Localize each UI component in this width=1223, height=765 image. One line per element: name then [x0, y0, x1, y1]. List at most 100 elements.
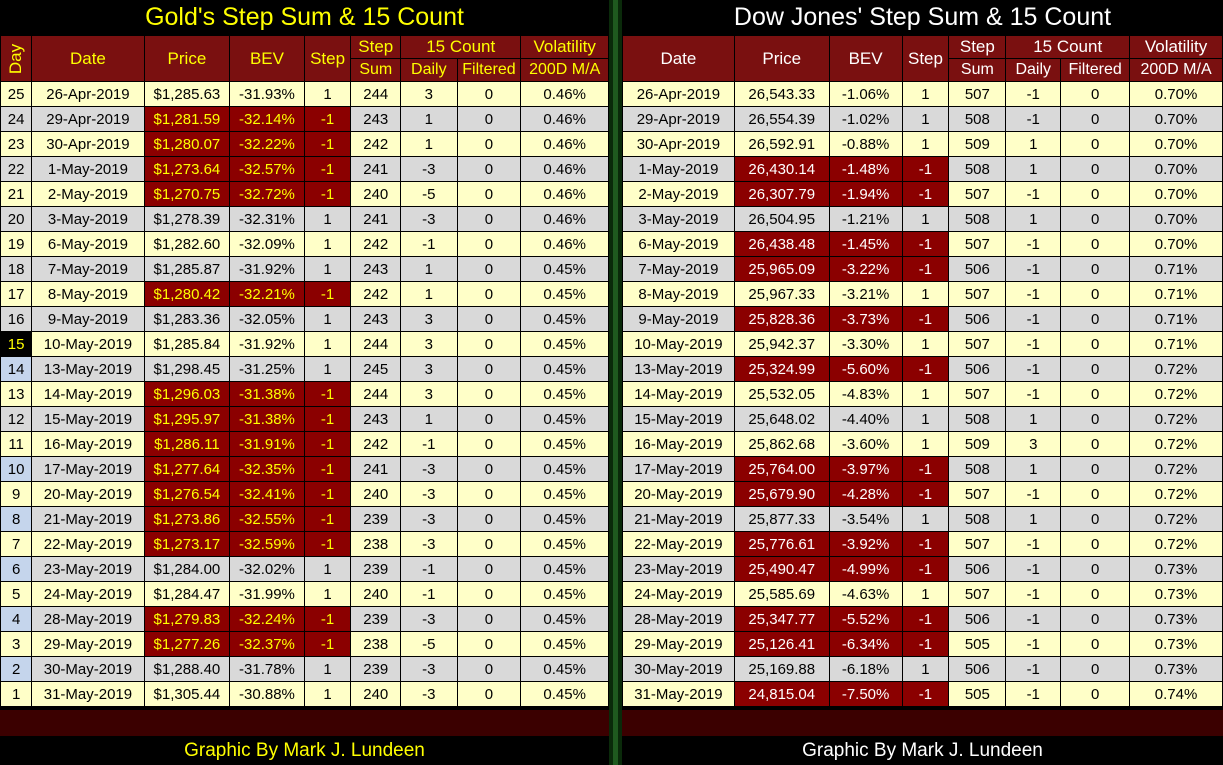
day-cell: 4 [0, 606, 33, 632]
step-sum-cell: 240 [350, 581, 402, 607]
volatility-cell: 0.45% [520, 306, 609, 332]
filtered-cell: 0 [1060, 306, 1131, 332]
step-sum-cell: 508 [948, 156, 1007, 182]
daily-cell: -3 [400, 531, 458, 557]
date-cell: 13-May-2019 [31, 356, 145, 382]
filtered-cell: 0 [456, 306, 522, 332]
dow-credit: Graphic By Mark J. Lundeen [802, 740, 1043, 761]
volatility-cell: 0.72% [1129, 531, 1223, 557]
step-sum-cell: 508 [948, 456, 1007, 482]
day-cell: 16 [0, 306, 33, 332]
step-sum-cell: 507 [948, 531, 1007, 557]
step-cell: -1 [303, 181, 352, 207]
step-sum-cell: 508 [948, 206, 1007, 232]
price-cell: $1,295.97 [143, 406, 231, 432]
filtered-cell: 0 [456, 381, 522, 407]
price-cell: 26,543.33 [733, 81, 830, 107]
volatility-cell: 0.45% [520, 456, 609, 482]
step-cell: 1 [303, 206, 352, 232]
daily-cell: -3 [400, 681, 458, 707]
date-cell: 15-May-2019 [622, 406, 735, 432]
table-row: 8 21-May-2019 $1,273.86 -32.55% -1 239 -3 0 0.45… [0, 506, 609, 532]
step-sum-cell: 244 [350, 331, 402, 357]
day-cell: 10 [0, 456, 33, 482]
step-sum-cell: 243 [350, 256, 402, 282]
table-row: 2 30-May-2019 $1,288.40 -31.78% 1 239 -3 0 0.45% [0, 656, 609, 682]
price-cell: 25,967.33 [733, 281, 830, 307]
price-cell: $1,283.36 [143, 306, 231, 332]
daily-cell: 1 [1005, 156, 1062, 182]
table-row: 15-May-2019 25,648.02 -4.40% 1 508 1 0 0.72% [622, 406, 1223, 432]
daily-cell: -1 [1005, 106, 1062, 132]
volatility-cell: 0.46% [520, 156, 609, 182]
price-cell: 25,169.88 [733, 656, 830, 682]
bev-cell: -3.54% [828, 506, 903, 532]
date-cell: 9-May-2019 [31, 306, 145, 332]
price-cell: $1,284.47 [143, 581, 231, 607]
filtered-cell: 0 [1060, 181, 1131, 207]
filtered-cell: 0 [1060, 431, 1131, 457]
step-sum-cell: 506 [948, 656, 1007, 682]
price-cell: 25,862.68 [733, 431, 830, 457]
daily-cell: 1 [1005, 506, 1062, 532]
dow-footer-band [622, 710, 1223, 736]
bev-cell: -32.31% [229, 206, 305, 232]
date-cell: 16-May-2019 [31, 431, 145, 457]
step-sum-cell: 508 [948, 106, 1007, 132]
daily-cell: 1 [1005, 131, 1062, 157]
date-cell: 30-Apr-2019 [31, 131, 145, 157]
filtered-cell: 0 [1060, 356, 1131, 382]
filtered-cell: 0 [1060, 456, 1131, 482]
date-cell: 6-May-2019 [622, 231, 735, 257]
volatility-cell: 0.45% [520, 381, 609, 407]
day-cell: 21 [0, 181, 33, 207]
step-sum-cell: 506 [948, 256, 1007, 282]
price-cell: 26,554.39 [733, 106, 830, 132]
day-cell: 24 [0, 106, 33, 132]
step-cell: -1 [303, 381, 352, 407]
volatility-cell: 0.70% [1129, 131, 1223, 157]
day-cell: 17 [0, 281, 33, 307]
date-cell: 17-May-2019 [622, 456, 735, 482]
step-cell: -1 [901, 231, 950, 257]
date-cell: 30-May-2019 [31, 656, 145, 682]
header-15-count: 15 Count [400, 35, 522, 59]
daily-cell: -3 [400, 206, 458, 232]
gold-footer-band [0, 710, 609, 736]
daily-cell: -1 [400, 556, 458, 582]
step-sum-cell: 243 [350, 106, 402, 132]
table-row: 19 6-May-2019 $1,282.60 -32.09% 1 242 -1 0 0.46% [0, 231, 609, 257]
price-cell: $1,296.03 [143, 381, 231, 407]
filtered-cell: 0 [1060, 631, 1131, 657]
table-row: 29-Apr-2019 26,554.39 -1.02% 1 508 -1 0 0.70% [622, 106, 1223, 132]
bev-cell: -6.18% [828, 656, 903, 682]
volatility-cell: 0.46% [520, 81, 609, 107]
bev-cell: -5.52% [828, 606, 903, 632]
date-cell: 28-May-2019 [622, 606, 735, 632]
step-cell: -1 [303, 631, 352, 657]
step-sum-cell: 505 [948, 681, 1007, 707]
step-sum-cell: 509 [948, 131, 1007, 157]
step-sum-cell: 508 [948, 406, 1007, 432]
daily-cell: -3 [400, 456, 458, 482]
header-daily: Daily [400, 58, 458, 82]
price-cell: $1,280.42 [143, 281, 231, 307]
bev-cell: -6.34% [828, 631, 903, 657]
step-cell: 1 [901, 331, 950, 357]
step-cell: 1 [901, 81, 950, 107]
step-cell: -1 [303, 456, 352, 482]
bev-cell: -4.28% [828, 481, 903, 507]
day-cell: 8 [0, 506, 33, 532]
daily-cell: 3 [400, 331, 458, 357]
price-cell: 25,532.05 [733, 381, 830, 407]
step-cell: -1 [901, 606, 950, 632]
table-row: 24-May-2019 25,585.69 -4.63% 1 507 -1 0 0.73% [622, 581, 1223, 607]
daily-cell: 1 [400, 256, 458, 282]
filtered-cell: 0 [456, 631, 522, 657]
bev-cell: -32.35% [229, 456, 305, 482]
daily-cell: -5 [400, 181, 458, 207]
table-row: 20 3-May-2019 $1,278.39 -32.31% 1 241 -3 0 0.46% [0, 206, 609, 232]
filtered-cell: 0 [1060, 281, 1131, 307]
table-row: 30-Apr-2019 26,592.91 -0.88% 1 509 1 0 0.70% [622, 131, 1223, 157]
price-cell: $1,273.17 [143, 531, 231, 557]
